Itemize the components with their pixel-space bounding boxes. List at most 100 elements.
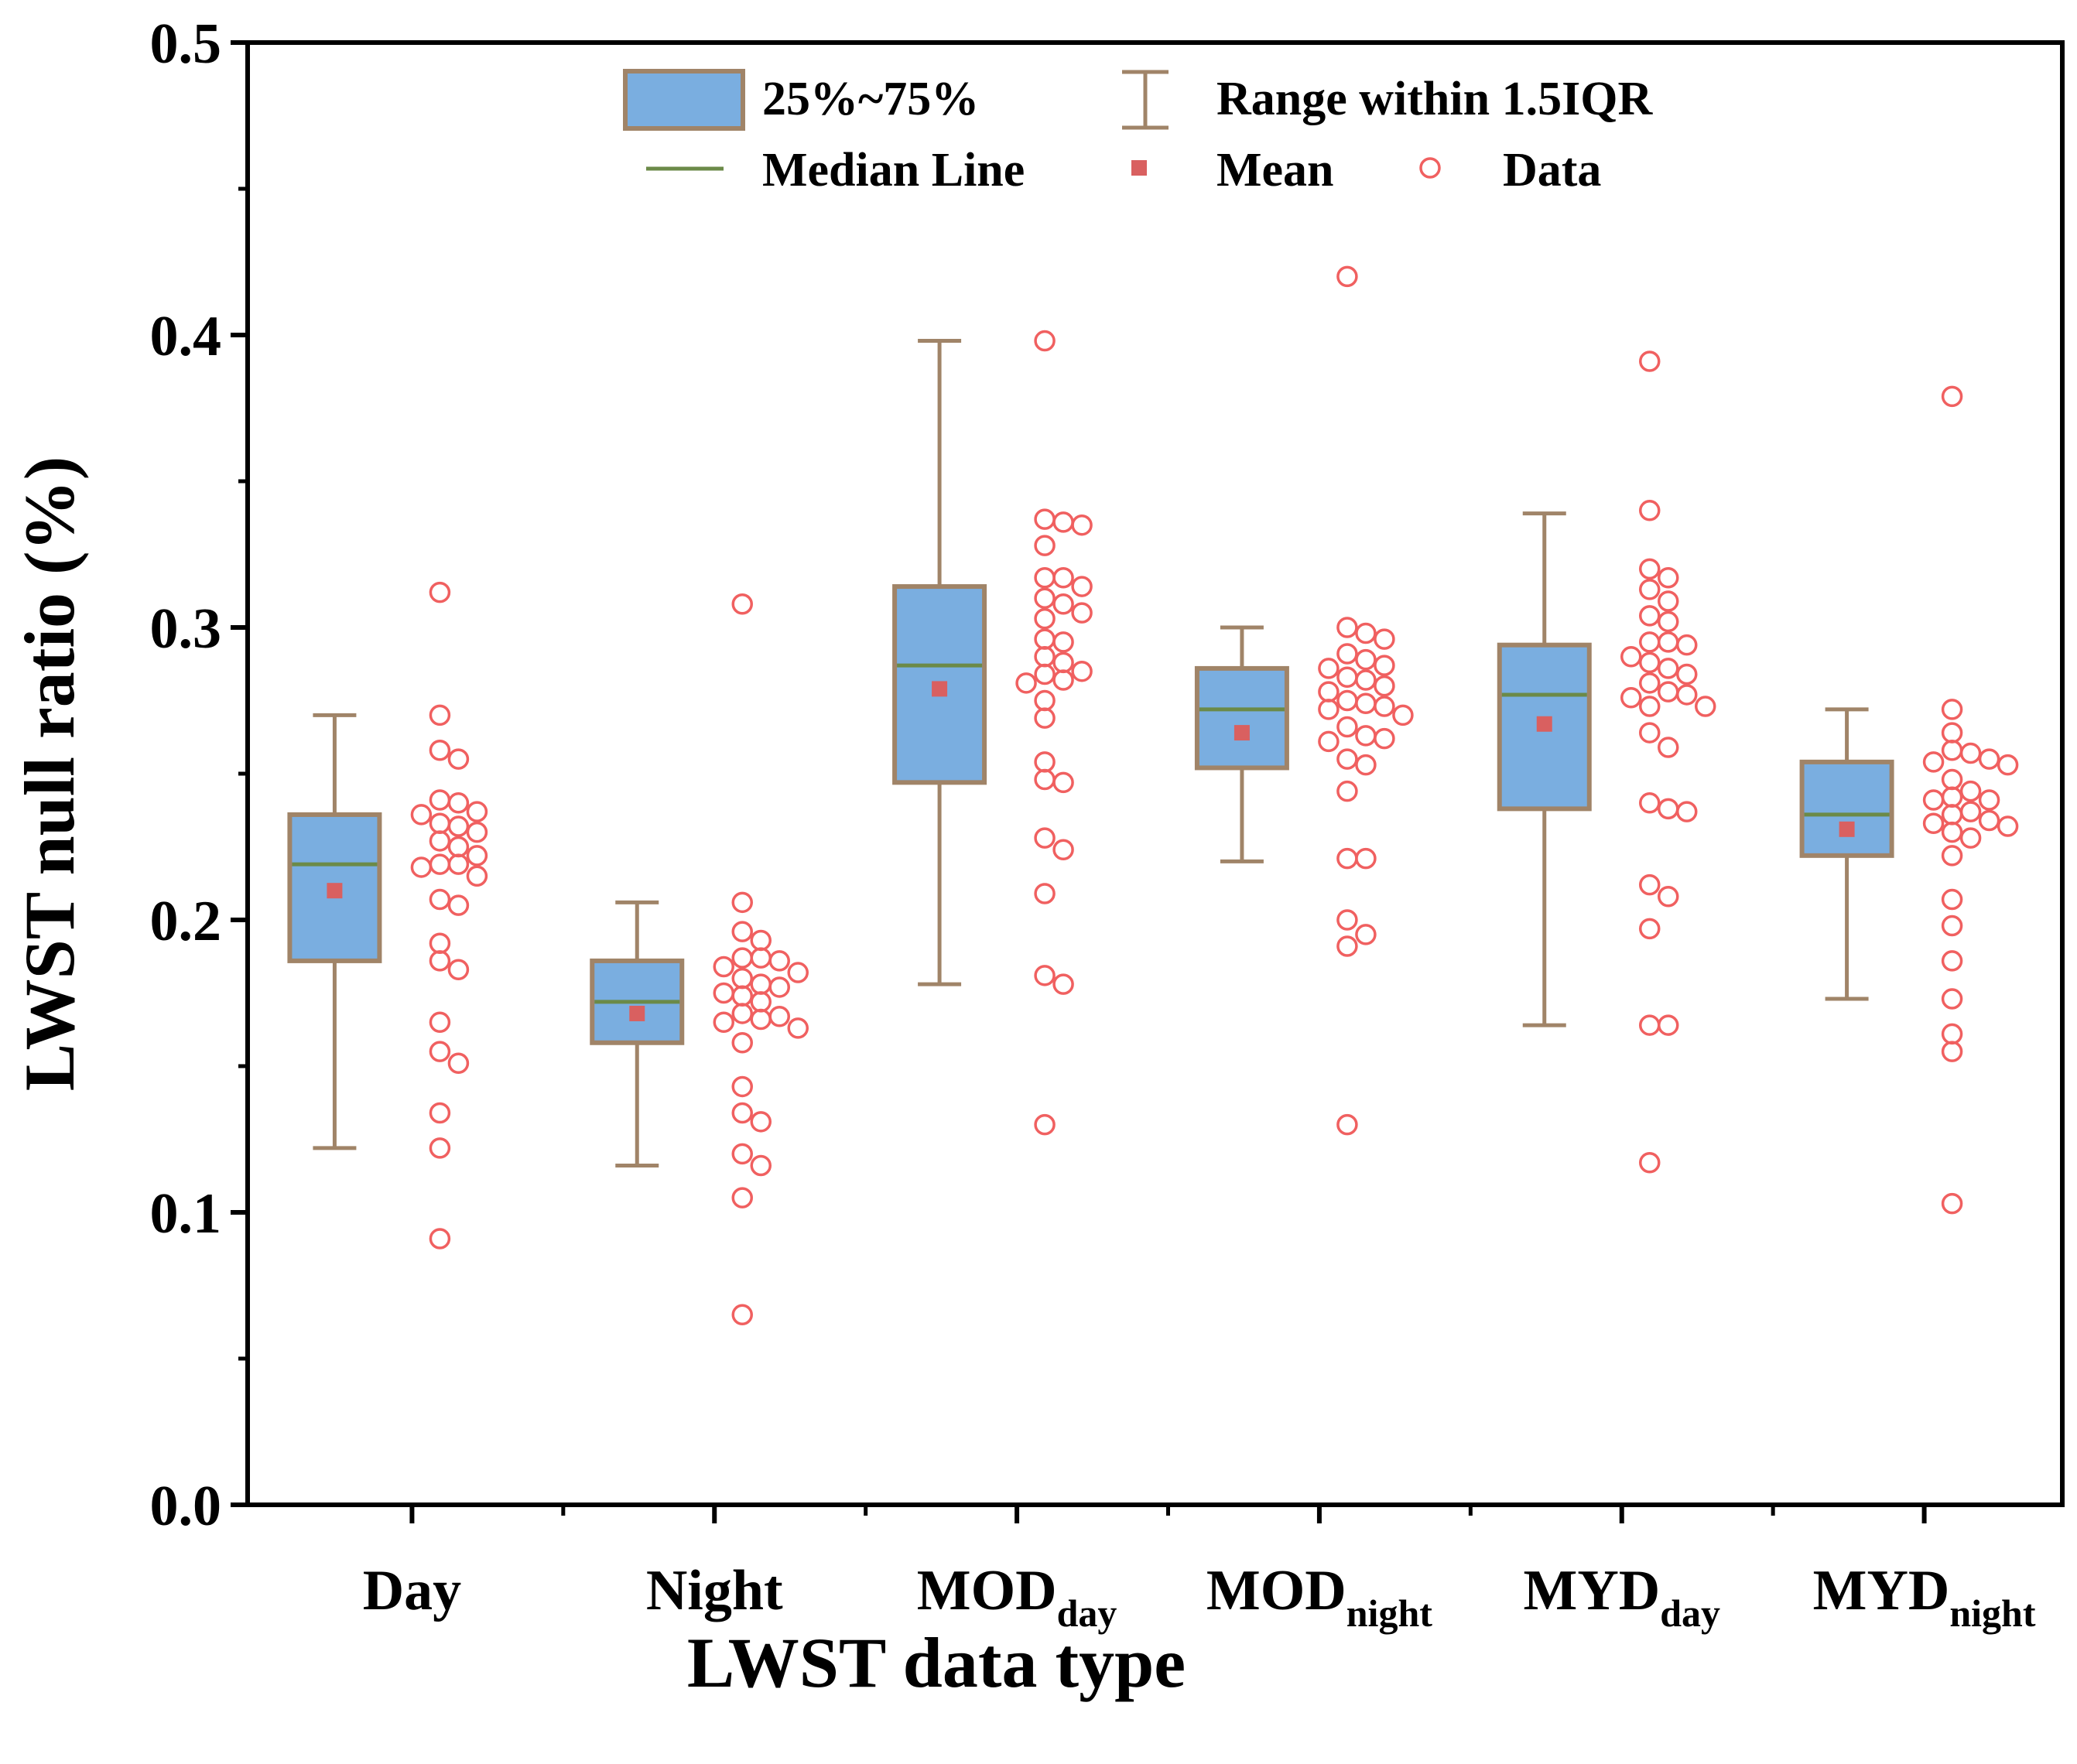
data-point: [1034, 707, 1056, 729]
data-point: [1052, 593, 1074, 615]
data-point: [1639, 792, 1661, 814]
data-point: [713, 982, 734, 1004]
data-point: [447, 836, 470, 858]
plot-frame: [245, 40, 2065, 1507]
data-point: [1355, 648, 1377, 671]
data-point: [1941, 821, 1963, 843]
data-point: [750, 991, 772, 1013]
data-point: [1978, 748, 2000, 770]
data-point: [1639, 672, 1661, 694]
mean-marker: [1234, 725, 1250, 741]
data-point: [447, 815, 470, 837]
data-point: [1922, 789, 1945, 811]
data-point: [1052, 973, 1074, 995]
data-point: [768, 950, 790, 972]
data-point: [1639, 631, 1661, 653]
data-point: [410, 856, 433, 878]
data-point: [1941, 385, 1963, 408]
data-point: [1052, 511, 1074, 533]
data-point: [1052, 651, 1074, 674]
data-point: [447, 894, 470, 916]
data-point: [1034, 965, 1056, 986]
data-point: [1336, 748, 1358, 770]
y-tick-label: 0.5: [150, 12, 222, 76]
data-point: [731, 1304, 753, 1326]
data-point: [1941, 845, 1963, 867]
data-point: [1392, 704, 1414, 726]
data-point: [1941, 699, 1963, 720]
data-point: [1071, 602, 1093, 624]
legend: 25%~75% Range within 1.5IQR Median Line …: [623, 69, 1653, 197]
data-point: [731, 1102, 753, 1124]
data-point: [1658, 610, 1679, 633]
data-point: [731, 1003, 753, 1024]
data-point: [731, 1187, 753, 1208]
data-point: [466, 821, 488, 843]
data-point: [1052, 839, 1074, 861]
y-tick-label: 0.0: [150, 1475, 222, 1538]
data-point: [1034, 751, 1056, 773]
data-point: [1676, 663, 1698, 685]
data-point: [1639, 1151, 1661, 1174]
data-point: [1941, 804, 1963, 826]
data-point: [1676, 634, 1698, 656]
data-point: [731, 921, 753, 942]
data-point: [1374, 727, 1395, 750]
data-point: [1034, 663, 1056, 685]
x-tick-label: MODnight: [1206, 1559, 1432, 1635]
legend-mean-label: Mean: [1216, 144, 1334, 197]
data-point: [1639, 722, 1661, 744]
data-point: [1336, 1113, 1358, 1136]
data-point: [1959, 742, 1982, 764]
x-tick-label: MYDnight: [1813, 1559, 2036, 1635]
data-point: [713, 1011, 734, 1034]
data-point: [1318, 730, 1340, 753]
data-point: [410, 804, 433, 826]
data-point: [1658, 737, 1679, 758]
data-point: [1336, 780, 1358, 802]
mean-marker: [932, 681, 948, 697]
data-point: [1318, 699, 1340, 720]
data-point: [731, 967, 753, 990]
data-point: [731, 1075, 753, 1098]
data-point: [1071, 576, 1093, 597]
data-point: [1034, 566, 1056, 589]
y-tick-label: 0.2: [150, 890, 222, 953]
data-points-layer: [410, 265, 2019, 1326]
data-point: [787, 1017, 809, 1039]
data-point: [1071, 514, 1093, 536]
data-point: [731, 891, 753, 914]
data-point: [1336, 716, 1358, 738]
legend-data-label: Data: [1503, 144, 1601, 197]
data-point: [1658, 1014, 1679, 1036]
data-point: [1658, 566, 1679, 589]
box-group: [1799, 707, 1894, 1001]
legend-mean-icon: [1131, 160, 1147, 176]
box-group: [287, 713, 382, 1150]
data-point: [1941, 988, 1963, 1010]
data-point: [1639, 579, 1661, 600]
data-point: [1639, 918, 1661, 940]
data-point: [1997, 754, 2019, 776]
data-point: [1052, 631, 1074, 653]
data-point: [750, 929, 772, 952]
data-point: [1034, 1113, 1056, 1136]
box-group: [1497, 511, 1592, 1027]
data-point: [750, 1111, 772, 1133]
mean-marker: [629, 1005, 645, 1021]
boxes-layer: [287, 339, 1894, 1168]
data-point: [1336, 643, 1358, 665]
data-point: [1034, 646, 1056, 668]
data-point: [1658, 590, 1679, 612]
data-point: [429, 581, 451, 603]
data-point: [429, 1228, 451, 1250]
data-point: [429, 704, 451, 726]
data-point: [429, 812, 451, 835]
data-point: [1695, 696, 1716, 717]
data-point: [466, 845, 488, 867]
data-point: [1034, 768, 1056, 791]
data-point: [1639, 696, 1661, 717]
legend-data-icon: [1419, 157, 1441, 179]
y-tick-label: 0.3: [150, 597, 222, 661]
